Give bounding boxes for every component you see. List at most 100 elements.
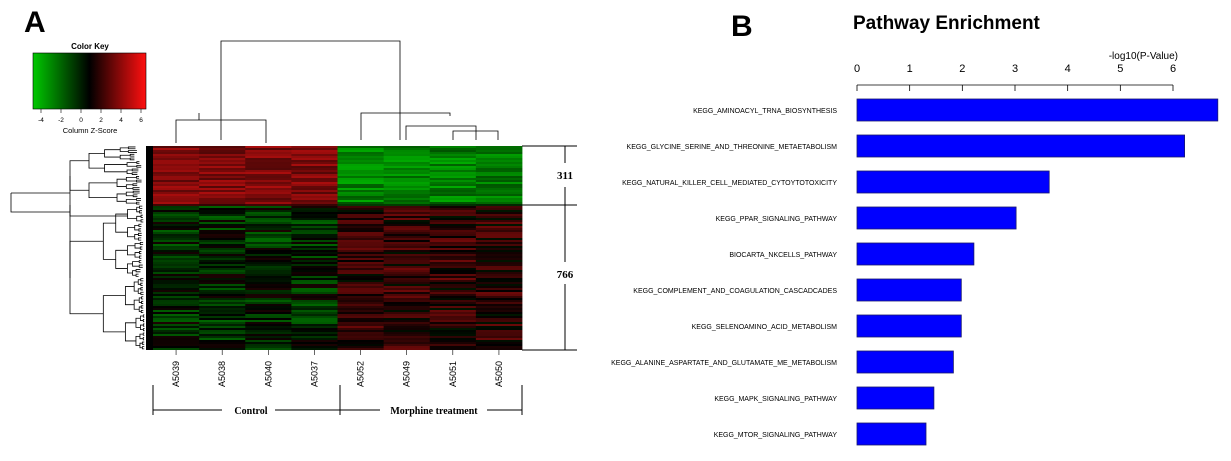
heatmap-cell <box>429 324 477 326</box>
heatmap-cell <box>153 244 200 246</box>
heatmap-cell <box>153 254 200 256</box>
heatmap-cell <box>383 146 431 148</box>
heatmap-cell <box>383 196 431 198</box>
row-dendrogram-branch <box>136 161 140 164</box>
heatmap-cell <box>199 184 246 186</box>
row-dendrogram-branch <box>138 260 142 264</box>
heatmap-cell <box>291 226 338 228</box>
heatmap-cell <box>383 230 431 232</box>
heatmap-cell <box>291 242 338 244</box>
heatmap-cell <box>153 240 200 242</box>
heatmap-cell <box>475 160 523 162</box>
heatmap-cell <box>199 148 246 150</box>
heatmap-cell <box>199 308 246 310</box>
heatmap-cell <box>245 188 292 190</box>
bar-chart-xlabel: -log10(P-Value) <box>1109 51 1178 62</box>
heatmap-cell <box>383 262 431 264</box>
heatmap-cell <box>199 198 246 200</box>
heatmap-cell <box>291 292 338 294</box>
heatmap-cell <box>245 150 292 152</box>
heatmap-cell <box>429 186 477 188</box>
heatmap-cell <box>383 340 431 342</box>
heatmap-cell <box>245 256 292 258</box>
heatmap-cell <box>475 344 523 346</box>
heatmap-cell <box>337 290 385 292</box>
heatmap-cell <box>337 146 385 148</box>
heatmap-cell <box>475 220 523 222</box>
heatmap-cell <box>199 238 246 240</box>
heatmap-cell <box>383 344 431 346</box>
heatmap-cell <box>199 260 246 262</box>
heatmap-cell <box>429 224 477 226</box>
heatmap-cell <box>383 152 431 154</box>
row-dendrogram-branch <box>136 198 141 201</box>
heatmap-cell <box>337 186 385 188</box>
heatmap-cell <box>291 288 338 290</box>
heatmap-cell <box>475 338 523 340</box>
row-dendrogram-branch <box>129 157 135 161</box>
heatmap-cell <box>475 326 523 328</box>
heatmap-cell <box>245 308 292 310</box>
heatmap-cell <box>199 340 246 342</box>
heatmap-cell <box>383 260 431 262</box>
heatmap-cell <box>383 278 431 280</box>
row-dendrogram-branch <box>131 172 138 175</box>
row-dendrogram-branch <box>132 261 140 267</box>
sample-label: A5049 <box>402 361 412 387</box>
heatmap-cell <box>153 290 200 292</box>
heatmap-cell <box>153 216 200 218</box>
heatmap-cell <box>383 320 431 322</box>
heatmap-cell <box>475 208 523 210</box>
row-dendrogram-branch <box>88 152 105 169</box>
heatmap-cell <box>429 306 477 308</box>
heatmap-cell <box>475 290 523 292</box>
heatmap-cell <box>199 336 246 338</box>
heatmap-cell <box>475 196 523 198</box>
heatmap-cell <box>153 214 200 216</box>
heatmap-cell <box>383 332 431 334</box>
heatmap-cell <box>199 232 246 234</box>
heatmap-cell <box>245 336 292 338</box>
heatmap-cell <box>245 232 292 234</box>
heatmap-cell <box>291 154 338 156</box>
heatmap-cell <box>337 310 385 312</box>
heatmap-cell <box>475 240 523 242</box>
heatmap-cell <box>153 330 200 332</box>
heatmap-cell <box>153 306 200 308</box>
heatmap-cell <box>245 264 292 266</box>
heatmap-cell <box>291 212 338 214</box>
heatmap-cell <box>383 198 431 200</box>
heatmap-cell <box>291 324 338 326</box>
heatmap-cell <box>337 288 385 290</box>
heatmap-cell <box>429 182 477 184</box>
heatmap-cell <box>245 226 292 228</box>
heatmap-cell <box>475 348 523 350</box>
heatmap-cell <box>475 274 523 276</box>
heatmap-cell <box>475 152 523 154</box>
heatmap-cell <box>429 208 477 210</box>
heatmap-cell <box>291 332 338 334</box>
heatmap-cell <box>429 206 477 208</box>
heatmap-cell <box>429 322 477 324</box>
row-dendrogram-branch <box>142 328 145 332</box>
heatmap-cell <box>291 294 338 296</box>
heatmap-cell <box>199 244 246 246</box>
heatmap-cell <box>199 188 246 190</box>
heatmap-cell <box>153 230 200 232</box>
heatmap-cell <box>475 210 523 212</box>
heatmap-cell <box>199 320 246 322</box>
heatmap-cell <box>383 224 431 226</box>
heatmap-cell <box>475 180 523 182</box>
heatmap-cell <box>429 268 477 270</box>
heatmap-cell <box>153 226 200 228</box>
row-dendrogram-branch <box>139 210 143 214</box>
heatmap-cell <box>245 212 292 214</box>
heatmap-cell <box>383 180 431 182</box>
heatmap-cell <box>337 190 385 192</box>
heatmap-cell <box>153 336 200 338</box>
heatmap-cell <box>429 168 477 170</box>
heatmap-cell <box>429 302 477 304</box>
row-dendrogram-branch <box>135 317 141 328</box>
heatmap-cell <box>429 214 477 216</box>
